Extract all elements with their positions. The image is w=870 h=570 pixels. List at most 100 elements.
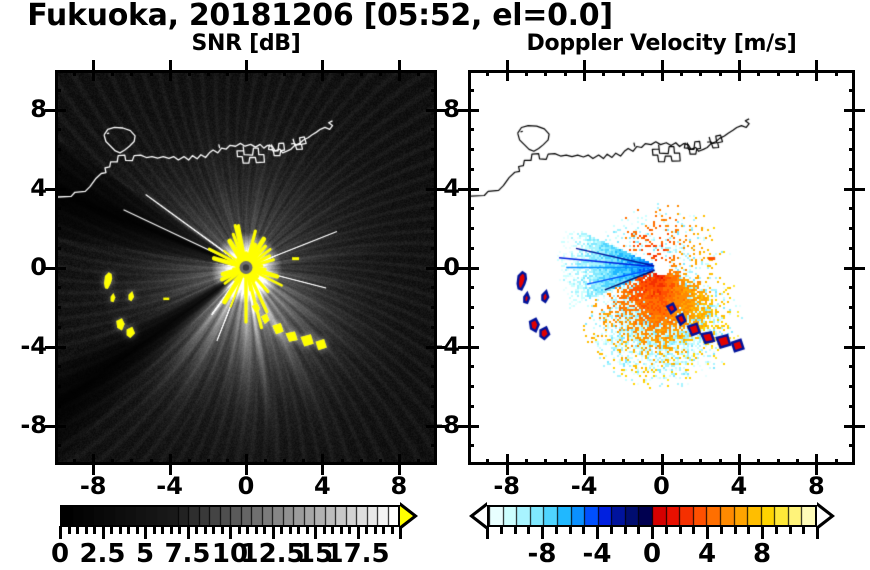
- x-tick-top-1--6: [544, 70, 547, 76]
- x-tick-top-1--4: [583, 70, 586, 81]
- y-tick-right-1--8: [844, 425, 855, 428]
- y-tick-right-1--2: [849, 306, 855, 309]
- x-outtick-top-0-4: [321, 60, 324, 70]
- y-axis-label-1-0: 8: [443, 94, 460, 123]
- dop-cb-tick-12: [816, 526, 819, 539]
- dop-cb-tick-2: [678, 526, 682, 534]
- x-axis-label-1-1: -4: [570, 472, 598, 500]
- x-axis-label-1-2: 0: [653, 472, 670, 500]
- y-outtick-right-1--4: [855, 346, 865, 349]
- doppler-colorbar[interactable]: [0, 0, 870, 527]
- x-tick-0-1: [264, 459, 267, 465]
- y-tick-0--9: [55, 444, 61, 447]
- y-tick-0--1: [55, 286, 61, 289]
- x-outtick-0-4: [321, 465, 324, 475]
- x-tick-top-0-3: [302, 70, 305, 76]
- snr-cb-tick-2.5: [101, 526, 105, 539]
- dop-cb-tick--2: [623, 526, 627, 534]
- x-tick-0--5: [150, 459, 153, 465]
- x-tick-1--6: [544, 459, 547, 465]
- y-tick-0-5: [55, 168, 61, 171]
- x-tick-top-1--5: [564, 70, 567, 76]
- y-tick-right-1--1: [849, 286, 855, 289]
- x-tick-top-1-9: [835, 70, 838, 76]
- x-tick-0-3: [302, 459, 305, 465]
- x-tick-top-0-7: [379, 70, 382, 76]
- x-tick-top-0-2: [283, 70, 286, 76]
- y-tick-1-0: [468, 267, 479, 270]
- y-tick-1-6: [468, 148, 474, 151]
- y-tick-1--2: [468, 306, 474, 309]
- y-axis-label-0-2: 0: [30, 252, 47, 281]
- doppler-colorbar-bar: [487, 505, 817, 527]
- y-axis-label-0-0: 8: [30, 94, 47, 123]
- dop-cb-tick-0: [651, 526, 654, 539]
- x-tick-0-2: [283, 459, 286, 465]
- snr-cb-tick-17: [348, 526, 351, 534]
- x-tick-1--8: [506, 454, 509, 465]
- dop-cb-tick--11: [499, 526, 503, 534]
- dop-cb-tick--4: [596, 526, 599, 539]
- x-tick-1--7: [525, 459, 528, 465]
- snr-cb-tick-18: [365, 526, 368, 534]
- y-tick-1-7: [468, 128, 474, 131]
- x-tick-top-0-0: [245, 70, 248, 81]
- x-tick-0-4: [321, 454, 324, 465]
- x-tick-0-5: [341, 459, 344, 465]
- x-tick-top-1-2: [699, 70, 702, 76]
- y-outtick-right-0--8: [437, 425, 447, 428]
- x-tick-1-1: [680, 459, 683, 465]
- y-tick-1--6: [468, 385, 474, 388]
- snr-cb-tick-9.5: [220, 526, 224, 534]
- snr-cb-tick-16.5: [339, 526, 343, 534]
- snr-colorbar-label-4: 10: [211, 539, 249, 569]
- dop-cb-tick--9: [527, 526, 531, 534]
- x-tick-0-7: [379, 459, 382, 465]
- dop-cb-tick-1: [664, 526, 668, 534]
- snr-colorbar-label-2: 5: [135, 539, 155, 569]
- y-outtick-1-4: [458, 188, 468, 191]
- x-tick-0-6: [360, 459, 363, 465]
- x-tick-top-0--1: [226, 70, 229, 76]
- y-outtick-1--8: [458, 425, 468, 428]
- x-outtick-top-0--8: [92, 60, 95, 70]
- x-tick-top-1--2: [622, 70, 625, 76]
- doppler-plot-area[interactable]: [468, 70, 855, 465]
- x-tick-1--2: [622, 459, 625, 465]
- dop-cb-tick-5: [719, 526, 723, 534]
- snr-radar-image: [58, 73, 434, 462]
- x-tick-top-0-4: [321, 70, 324, 81]
- x-tick-top-1-8: [815, 70, 818, 81]
- x-tick-1--3: [602, 459, 605, 465]
- x-tick-1-2: [699, 459, 702, 465]
- snr-cb-tick-9: [212, 526, 215, 534]
- snr-cb-tick-17.5: [356, 526, 360, 539]
- x-tick-1-8: [815, 454, 818, 465]
- x-tick-0--4: [169, 454, 172, 465]
- x-tick-top-0--7: [111, 70, 114, 76]
- x-axis-label-1-0: -8: [493, 472, 521, 500]
- y-outtick-right-1-8: [855, 109, 865, 112]
- snr-cb-tick-13: [280, 526, 283, 534]
- doppler-colorbar-label-0: -8: [527, 539, 557, 569]
- y-tick-right-0-1: [431, 247, 437, 250]
- x-outtick-0--8: [92, 465, 95, 475]
- snr-cb-tick-0.5: [67, 526, 71, 534]
- y-tick-right-0--1: [431, 286, 437, 289]
- y-tick-1-1: [468, 247, 474, 250]
- y-tick-1-3: [468, 207, 474, 210]
- y-tick-right-0-8: [426, 109, 437, 112]
- y-tick-0-9: [55, 89, 61, 92]
- y-tick-0-1: [55, 247, 61, 250]
- snr-plot-area[interactable]: [55, 70, 437, 465]
- y-tick-right-0-0: [426, 267, 437, 270]
- snr-colorbar-over-arrow-fill: [400, 506, 413, 526]
- y-tick-right-0-9: [431, 89, 437, 92]
- snr-cb-tick-12.5: [271, 526, 275, 539]
- x-tick-1-5: [757, 459, 760, 465]
- dop-cb-tick--8: [541, 526, 544, 539]
- x-axis-label-0-4: 8: [390, 472, 408, 500]
- x-tick-top-1-3: [719, 70, 722, 76]
- x-tick-1--1: [641, 459, 644, 465]
- x-tick-0--1: [226, 459, 229, 465]
